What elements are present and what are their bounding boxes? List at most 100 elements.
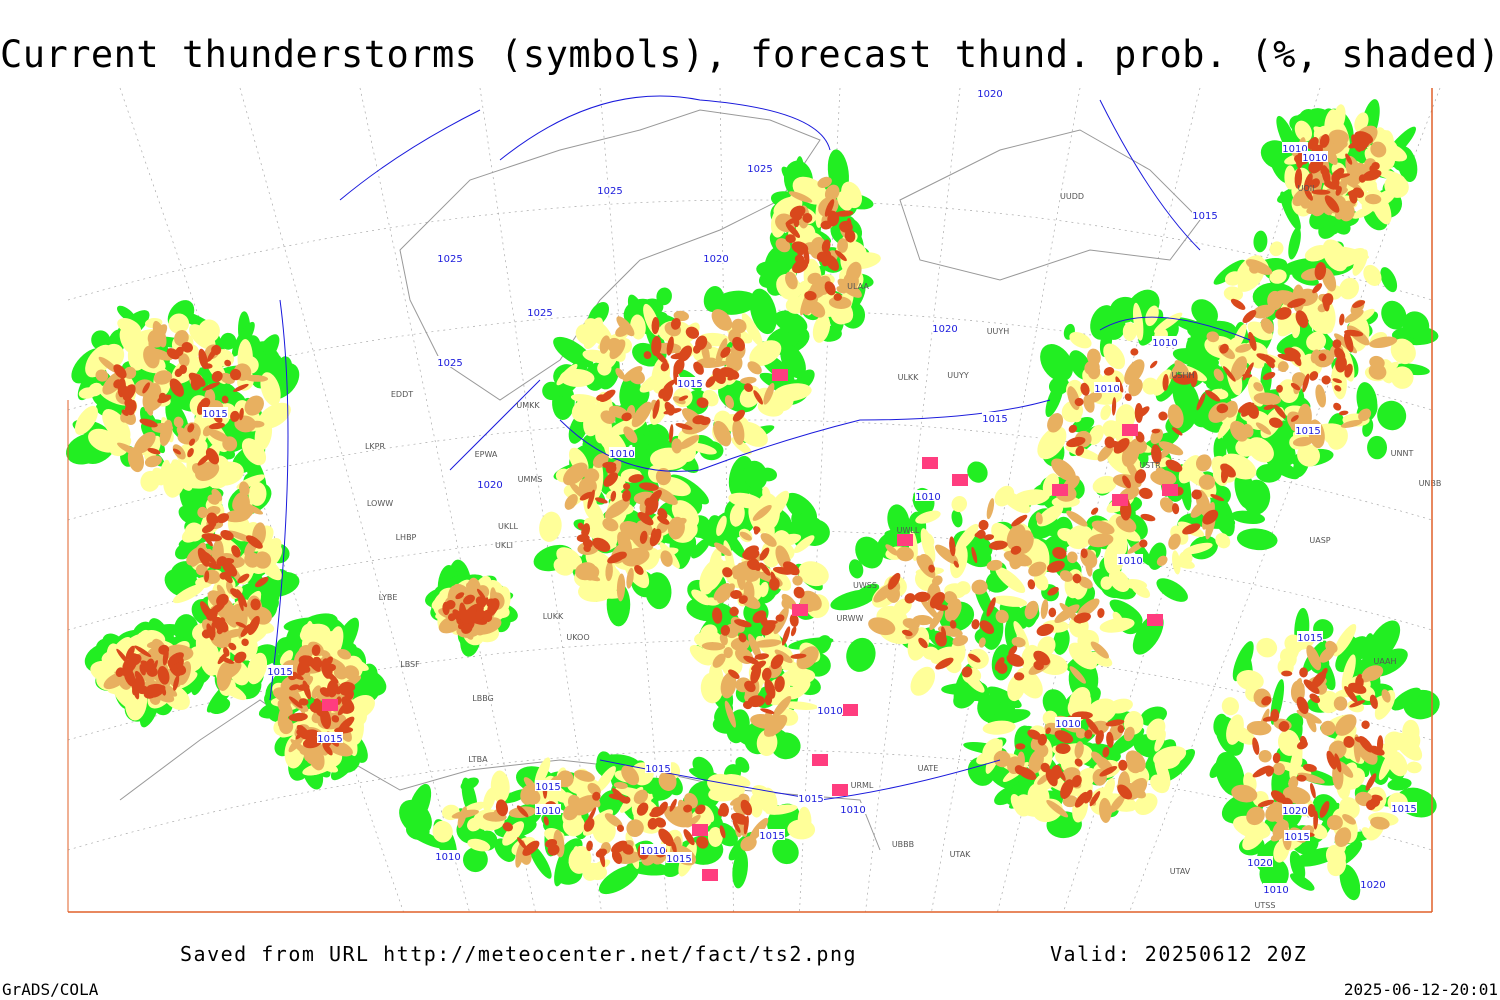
probability-shade: [792, 515, 822, 534]
station-label: UNNT: [1391, 449, 1414, 458]
probability-shade: [719, 633, 728, 646]
probability-shade: [841, 181, 863, 209]
probability-shade: [750, 698, 760, 707]
probability-shade: [517, 837, 527, 850]
probability-shade: [1257, 799, 1275, 807]
probability-shade: [1151, 428, 1161, 434]
probability-shade: [1358, 174, 1367, 183]
station-label: UATE: [918, 764, 939, 773]
probability-shade: [723, 646, 733, 659]
probability-shade: [804, 290, 817, 301]
probability-shade: [127, 653, 142, 666]
probability-shade: [787, 819, 816, 840]
probability-shade: [684, 792, 698, 809]
probability-shade: [1235, 343, 1252, 353]
probability-shade: [1074, 397, 1084, 407]
probability-shade: [216, 593, 229, 607]
probability-shade: [1275, 307, 1292, 320]
probability-shade: [785, 234, 796, 244]
probability-shade: [1321, 667, 1328, 677]
probability-shade: [1266, 456, 1300, 480]
probability-shade: [834, 250, 847, 262]
probability-shade: [319, 687, 331, 697]
probability-shade: [992, 595, 1028, 607]
probability-shade: [1287, 298, 1306, 308]
station-label: LOWW: [367, 499, 393, 508]
probability-shade: [331, 715, 340, 723]
probability-shade: [1326, 750, 1337, 770]
probability-shade: [1213, 259, 1246, 285]
probability-shade: [579, 491, 593, 501]
probability-shade: [1253, 230, 1268, 253]
probability-shade: [912, 614, 933, 626]
probability-shade: [246, 652, 268, 685]
probability-shade: [971, 579, 988, 595]
probability-shade: [573, 770, 595, 782]
probability-shade: [289, 684, 300, 691]
isobar-label: 1010: [817, 706, 842, 717]
probability-shade: [1134, 793, 1158, 815]
probability-shade: [116, 305, 136, 322]
probability-shade: [650, 527, 656, 541]
probability-shade: [729, 606, 739, 617]
probability-shade: [1178, 455, 1201, 484]
probability-shade: [123, 366, 137, 379]
probability-shade: [461, 623, 473, 634]
probability-shade: [197, 319, 220, 343]
probability-shade: [1351, 134, 1362, 153]
probability-shade: [459, 602, 467, 624]
probability-shade: [235, 621, 247, 628]
probability-shade: [652, 498, 659, 513]
probability-shade: [1318, 353, 1327, 362]
probability-shade: [1115, 515, 1137, 533]
probability-shade: [1376, 735, 1384, 754]
probability-shade: [732, 849, 749, 889]
valid-time: Valid: 20250612 20Z: [1050, 942, 1307, 966]
isobar: [339, 109, 481, 201]
isobar-label: 1015: [317, 734, 342, 745]
probability-shade: [1091, 520, 1115, 535]
probability-shade: [1011, 514, 1028, 527]
probability-shade: [522, 840, 540, 856]
label-box: [1391, 802, 1417, 813]
isobar-label: 1020: [703, 254, 728, 265]
probability-shade: [1296, 696, 1309, 715]
probability-shade: [1111, 397, 1117, 416]
probability-shade: [203, 534, 213, 547]
probability-shade: [1296, 774, 1307, 782]
probability-shade: [585, 807, 597, 826]
probability-shade: [1215, 533, 1231, 549]
probability-shade: [616, 316, 635, 337]
probability-shade: [1281, 670, 1293, 677]
probability-shade: [774, 675, 785, 693]
probability-shade: [1341, 654, 1356, 691]
probability-shade: [986, 498, 995, 520]
probability-shade: [701, 642, 726, 651]
probability-shade: [1272, 762, 1286, 776]
label-box: [535, 780, 561, 791]
probability-shade: [1345, 153, 1353, 165]
probability-shade: [1332, 339, 1342, 349]
label-box: [982, 412, 1008, 423]
probability-shade: [338, 716, 355, 732]
probability-shade: [1294, 120, 1313, 142]
probability-shade: [807, 272, 822, 285]
probability-shade: [1154, 755, 1171, 788]
probability-shade: [737, 421, 768, 447]
probability-shade: [1303, 763, 1317, 772]
probability-shade: [1308, 316, 1334, 334]
probability-shade: [1052, 547, 1067, 560]
probability-shade: [1321, 375, 1331, 385]
probability-shade: [575, 323, 598, 346]
probability-shade: [1319, 647, 1335, 663]
probability-shade: [712, 290, 758, 315]
station-label: UTAK: [950, 850, 972, 859]
probability-shade: [669, 424, 674, 443]
probability-shade: [240, 623, 252, 638]
probability-shade: [241, 438, 267, 466]
probability-shade: [1216, 403, 1229, 414]
probability-shade: [1178, 551, 1193, 565]
probability-shade: [1139, 539, 1148, 548]
probability-shade: [622, 489, 631, 502]
probability-shade: [1339, 313, 1345, 326]
